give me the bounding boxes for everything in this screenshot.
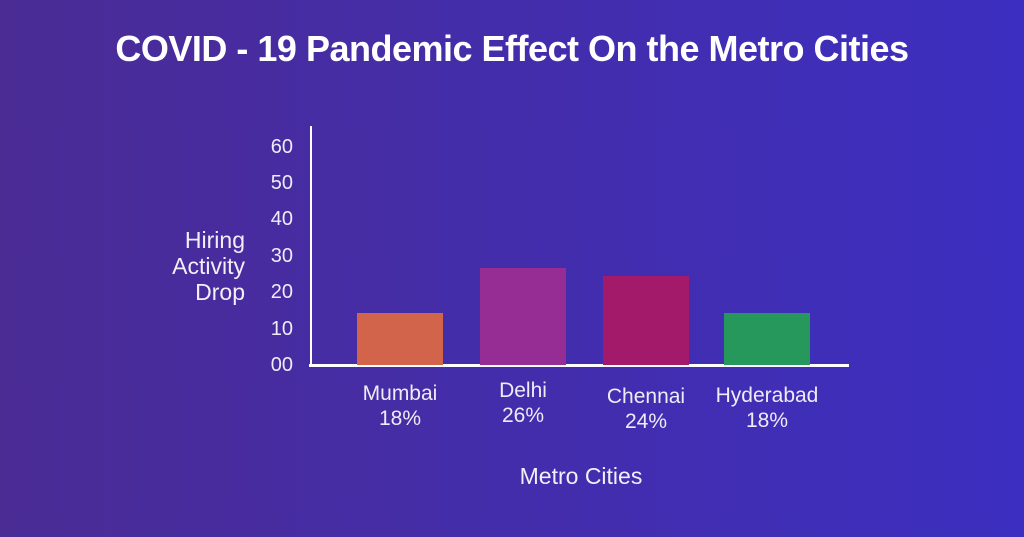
y-tick-label-40: 40: [270, 208, 293, 231]
category-label: Delhi: [499, 379, 547, 402]
category-label: Mumbai: [362, 382, 438, 405]
bar-hyderabad: [724, 313, 810, 365]
value-label: 24%: [624, 410, 668, 433]
bar-chennai: [603, 276, 689, 365]
y-tick-label-00: 00: [270, 354, 293, 376]
value-label: 18%: [745, 409, 789, 432]
bar-label-group-mumbai: Mumbai 18%: [325, 381, 475, 431]
bar-label-group-chennai: Chennai 24%: [571, 384, 721, 434]
bar-label-group-delhi: Delhi 26%: [448, 378, 598, 428]
chart-title: COVID - 19 Pandemic Effect On the Metro …: [115, 28, 909, 69]
category-label: Hyderabad: [715, 384, 819, 407]
category-label: Chennai: [606, 385, 686, 408]
y-tick-label-60: 60: [270, 135, 293, 158]
value-label: 26%: [501, 404, 545, 427]
y-tick-label-20: 20: [270, 281, 293, 304]
x-axis-title: Metro Cities: [519, 463, 643, 489]
y-axis-line: [310, 126, 312, 366]
y-tick-label-30: 30: [270, 244, 293, 267]
bar-mumbai: [357, 313, 443, 365]
bar-delhi: [480, 268, 566, 365]
value-label: 18%: [378, 407, 422, 430]
bar-label-group-hyderabad: Hyderabad 18%: [692, 383, 842, 433]
y-tick-label-10: 10: [270, 317, 293, 340]
y-axis-title: Hiring Activity Drop: [172, 227, 245, 305]
y-tick-label-50: 50: [270, 172, 293, 194]
x-axis-line: [309, 364, 849, 367]
